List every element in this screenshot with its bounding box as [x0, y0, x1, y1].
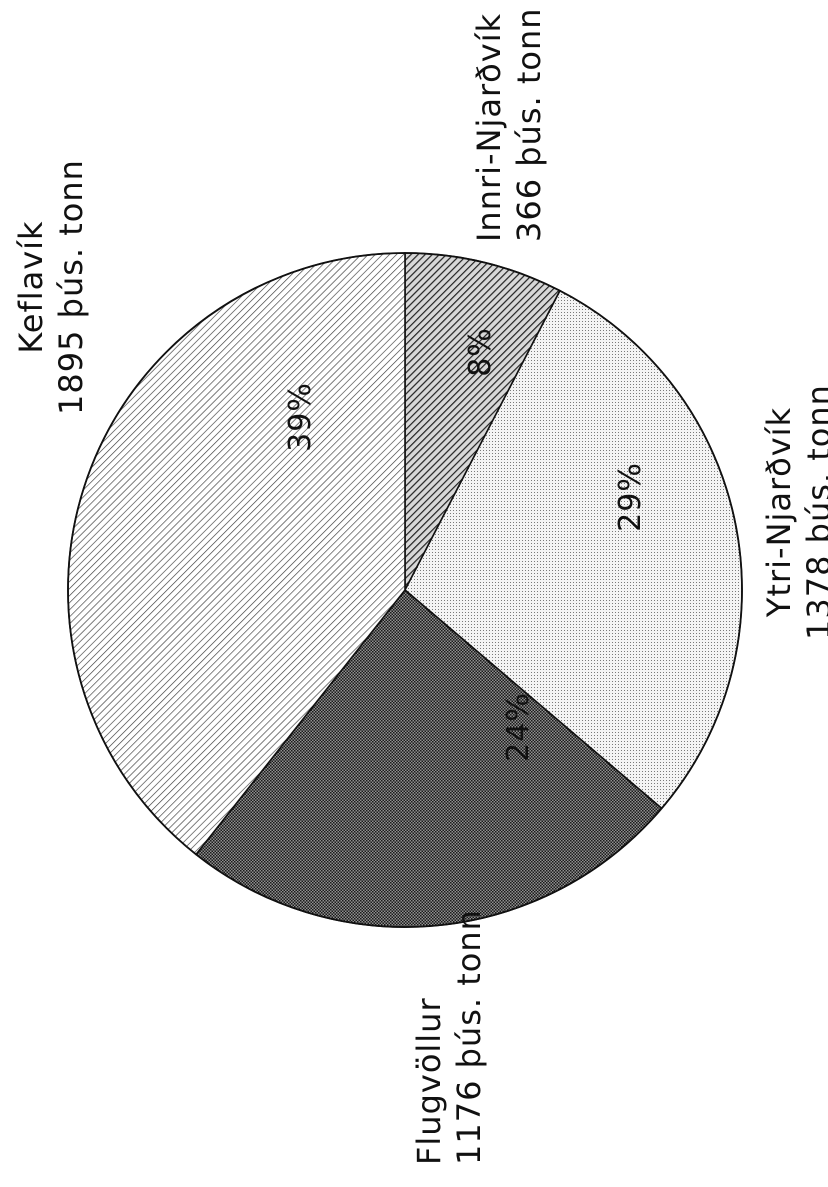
ytri-njardvik-percent-label: 29%: [613, 462, 648, 532]
keflavik-name-label: Keflavík: [12, 220, 50, 353]
ytri-njardvik-name-label: Ytri-Njarðvík: [760, 407, 798, 618]
flugvollur-value-label: 1176 þús. tonn: [450, 909, 488, 1165]
pie-outline: [67, 252, 743, 928]
flugvollur-percent-label: 24%: [501, 692, 536, 762]
innri-njardvik-name-label: Innri-Njarðvík: [470, 13, 508, 242]
flugvollur-name-label: Flugvöllur: [410, 997, 448, 1165]
innri-njardvik-percent-label: 8%: [463, 327, 498, 377]
slice-labels: Keflavík 1895 þús. tonn Innri-Njarðvík 3…: [12, 7, 828, 1165]
ytri-njardvik-value-label: 1378 þús. tonn: [800, 384, 828, 640]
pie-slices: [67, 252, 743, 928]
keflavik-percent-label: 39%: [283, 382, 318, 452]
keflavik-value-label: 1895 þús. tonn: [52, 159, 90, 415]
innri-njardvik-value-label: 366 þús. tonn: [510, 7, 548, 242]
